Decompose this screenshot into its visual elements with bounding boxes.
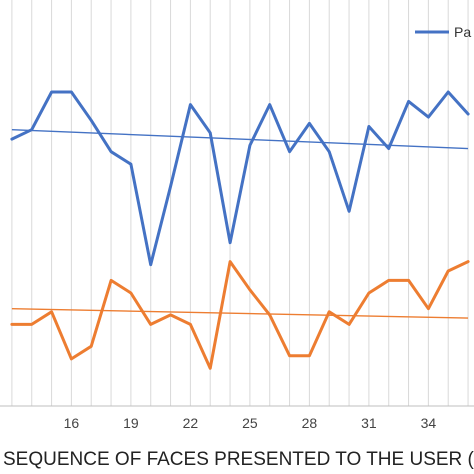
x-axis-label: SEQUENCE OF FACES PRESENTED TO THE USER … [3,449,474,470]
vertical-gridlines [11,0,469,406]
series-line-1 [10,90,470,267]
series-line-2 [10,260,470,370]
x-tick-label: 31 [361,415,377,431]
trendline-2 [11,307,469,319]
x-tick-label: 34 [421,415,437,431]
trendline-1 [11,128,469,150]
x-tick-label: 22 [183,415,199,431]
trendlines [11,128,469,319]
series-lines [10,90,470,370]
x-tick-labels: 16 19 22 25 28 31 34 [64,415,437,431]
x-tick-label: 16 [64,415,80,431]
legend: Pa [415,24,471,40]
x-tick-label: 25 [242,415,258,431]
x-tick-label: 28 [302,415,318,431]
legend-label-pa: Pa [454,24,471,40]
x-tick-label: 19 [123,415,139,431]
